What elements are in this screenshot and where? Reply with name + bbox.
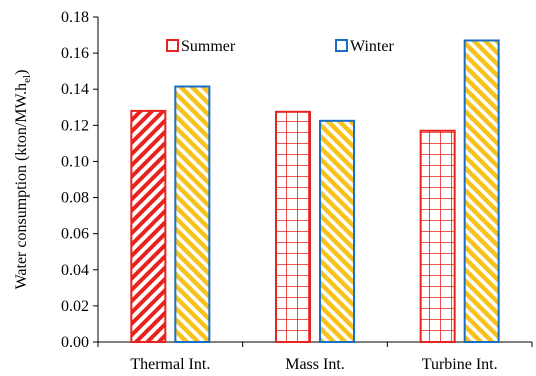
x-tick-labels: Thermal Int. Mass Int. Turbine Int. <box>130 356 497 373</box>
legend-swatch-winter <box>335 39 348 52</box>
bar-winter-2 <box>319 119 355 343</box>
y-tick-label: 0.02 <box>61 298 89 315</box>
legend: Summer Winter <box>166 38 394 55</box>
bar-summer-3 <box>419 129 456 343</box>
y-tick-label: 0.12 <box>61 117 89 134</box>
y-tick-label: 0.06 <box>61 226 89 243</box>
bar-summer-2 <box>275 110 311 343</box>
bar-winter-1 <box>174 85 211 343</box>
x-tick-label: Thermal Int. <box>130 356 210 373</box>
x-tick-label: Turbine Int. <box>422 356 498 373</box>
y-tick-label: 0.04 <box>61 262 89 279</box>
axes <box>97 17 532 343</box>
legend-label-summer: Summer <box>181 38 236 55</box>
legend-swatch-summer <box>166 39 179 52</box>
bars <box>130 39 500 343</box>
legend-label-winter: Winter <box>350 38 394 55</box>
y-axis-label: Water consumption (kton/MW.hel) <box>13 70 33 290</box>
y-tick-label: 0.08 <box>61 190 89 207</box>
y-tick-label: 0.16 <box>61 45 89 62</box>
x-tick-label: Mass Int. <box>285 356 345 373</box>
y-tick-label: 0.14 <box>61 81 89 98</box>
y-tick-label: 0.00 <box>61 334 89 351</box>
bar-summer-1 <box>130 109 167 343</box>
y-tick-label: 0.18 <box>61 9 89 26</box>
bar-winter-3 <box>463 39 500 343</box>
y-tick-label: 0.10 <box>61 153 89 170</box>
y-ticks: 0.00 0.02 0.04 0.06 0.08 0.10 0.12 0.14 0.16 0.18 <box>61 9 533 351</box>
